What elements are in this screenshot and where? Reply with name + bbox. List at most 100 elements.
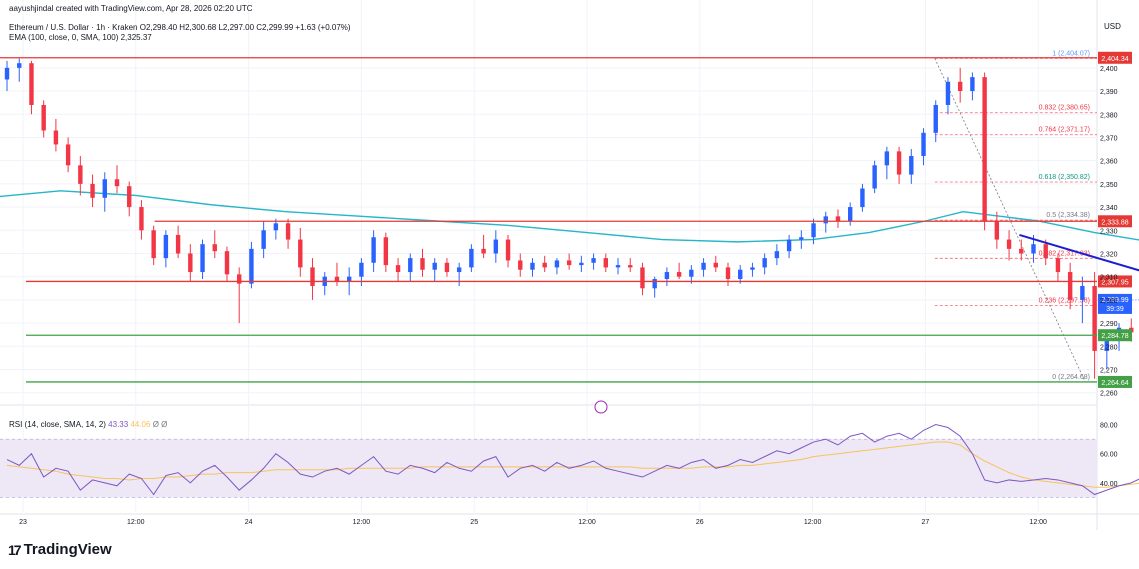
time-tick-label: 25 [470, 519, 478, 526]
candle-body [139, 207, 144, 231]
candle-body [615, 265, 621, 268]
candle [1080, 276, 1085, 324]
candle [713, 255, 718, 273]
candle-body [676, 272, 682, 277]
rsi-indicator-label[interactable]: RSI (14, close, SMA, 14, 2) 43.33 44.06 … [9, 420, 167, 429]
candle [591, 253, 596, 270]
candle-body [909, 156, 914, 175]
candle-body [945, 81, 951, 105]
candle-body [408, 258, 413, 273]
candle [860, 183, 865, 212]
level-price-badge [1098, 215, 1132, 228]
candle-body [1043, 244, 1048, 259]
fib-level-label: 0.382 (2,317.93) [1039, 250, 1090, 257]
axis-layer: 2,260 2,270 2,280 2,290 2,300 2,310 2,320 2,330… [19, 66, 1118, 526]
price-tick-label: 2,350 [1100, 182, 1118, 189]
candle [811, 218, 816, 245]
price-tick-label: 2,300 [1100, 298, 1118, 305]
candle [78, 156, 83, 196]
candle [945, 77, 951, 115]
candle-body [1031, 244, 1036, 254]
candle [823, 211, 828, 233]
candle-body [1067, 272, 1073, 300]
candle-body [774, 251, 780, 259]
candle [469, 244, 474, 273]
created-by-text: aayushjindal created with TradingView.co… [9, 4, 253, 13]
fib-level-label: 0.5 (2,334.38) [1046, 212, 1090, 219]
currency-label: USD [1104, 22, 1121, 31]
candle-body [786, 239, 792, 252]
price-tick-label: 2,400 [1100, 66, 1118, 73]
time-tick-label: 23 [19, 519, 27, 526]
candle-body [310, 267, 315, 286]
price-tick-label: 2,310 [1100, 275, 1118, 282]
time-tick-label: 12:00 [804, 519, 822, 526]
price-tick-label: 2,380 [1100, 112, 1118, 119]
candle-body [750, 267, 755, 270]
candle [982, 72, 987, 231]
countdown-label: 39:39 [1106, 306, 1124, 313]
candle-body [224, 251, 230, 275]
candle-body [175, 234, 181, 254]
candle-body [566, 260, 572, 266]
candle [640, 262, 645, 296]
candle [762, 253, 767, 275]
candle-body [200, 244, 205, 273]
tradingview-brand[interactable]: 17 TradingView [8, 541, 112, 558]
candle-body [127, 186, 132, 208]
time-tick-label: 12:00 [1029, 519, 1047, 526]
candle [579, 255, 584, 273]
price-tick-label: 2,260 [1100, 391, 1118, 398]
candle-body [334, 276, 340, 282]
candle-body [518, 260, 523, 270]
candle [542, 255, 547, 273]
candle-body [444, 262, 450, 273]
candle-body [970, 77, 975, 92]
fib-diagonal [934, 58, 1086, 383]
fib-level-label: 0.764 (2,371.17) [1039, 127, 1090, 134]
fib-level-label: 0 (2,264.68) [1052, 374, 1090, 381]
candle-body [151, 230, 156, 259]
fib-level-label: 0.236 (2,297.58) [1039, 298, 1090, 305]
candle-body [884, 151, 890, 166]
level-price-label: 2,284.78 [1101, 333, 1128, 340]
ema-layer [0, 190, 1139, 243]
tradingview-logo-icon: 17 [8, 541, 22, 558]
candle [933, 100, 938, 143]
candle [200, 239, 205, 280]
brand-name: TradingView [23, 541, 112, 558]
level-price-label: 2,333.88 [1101, 219, 1128, 226]
candle [774, 244, 780, 266]
candle-body [4, 67, 10, 80]
candle-body [542, 262, 547, 268]
candle [29, 60, 34, 115]
candle-body [17, 63, 22, 68]
price-tick-label: 2,330 [1100, 228, 1118, 235]
candles-layer [4, 58, 1134, 379]
candle-body [640, 267, 645, 289]
candle-body [1080, 285, 1085, 300]
candle [383, 232, 389, 273]
candle [701, 258, 706, 277]
symbol-info: Ethereum / U.S. Dollar · 1h · Kraken O2,… [9, 23, 351, 32]
candle [188, 244, 193, 282]
candle-body [469, 248, 474, 268]
descending-trendline [1019, 233, 1139, 272]
candle-body [689, 269, 694, 277]
candle [1092, 272, 1097, 379]
candle-body [982, 77, 987, 221]
candle-body [78, 165, 83, 184]
candle [628, 258, 633, 273]
candle-body [432, 262, 437, 270]
ema-indicator-label[interactable]: EMA (100, close, 0, SMA, 100) 2,325.37 [9, 33, 152, 42]
candle-body [53, 130, 59, 145]
candle-body [848, 207, 853, 221]
price-tick-label: 2,360 [1100, 159, 1118, 166]
candle [921, 128, 926, 166]
candle [738, 265, 743, 284]
candle [408, 253, 413, 282]
rsi-layer [0, 424, 1139, 498]
level-price-label: 2,404.34 [1101, 56, 1128, 63]
rsi-value: 43.33 [108, 420, 129, 429]
